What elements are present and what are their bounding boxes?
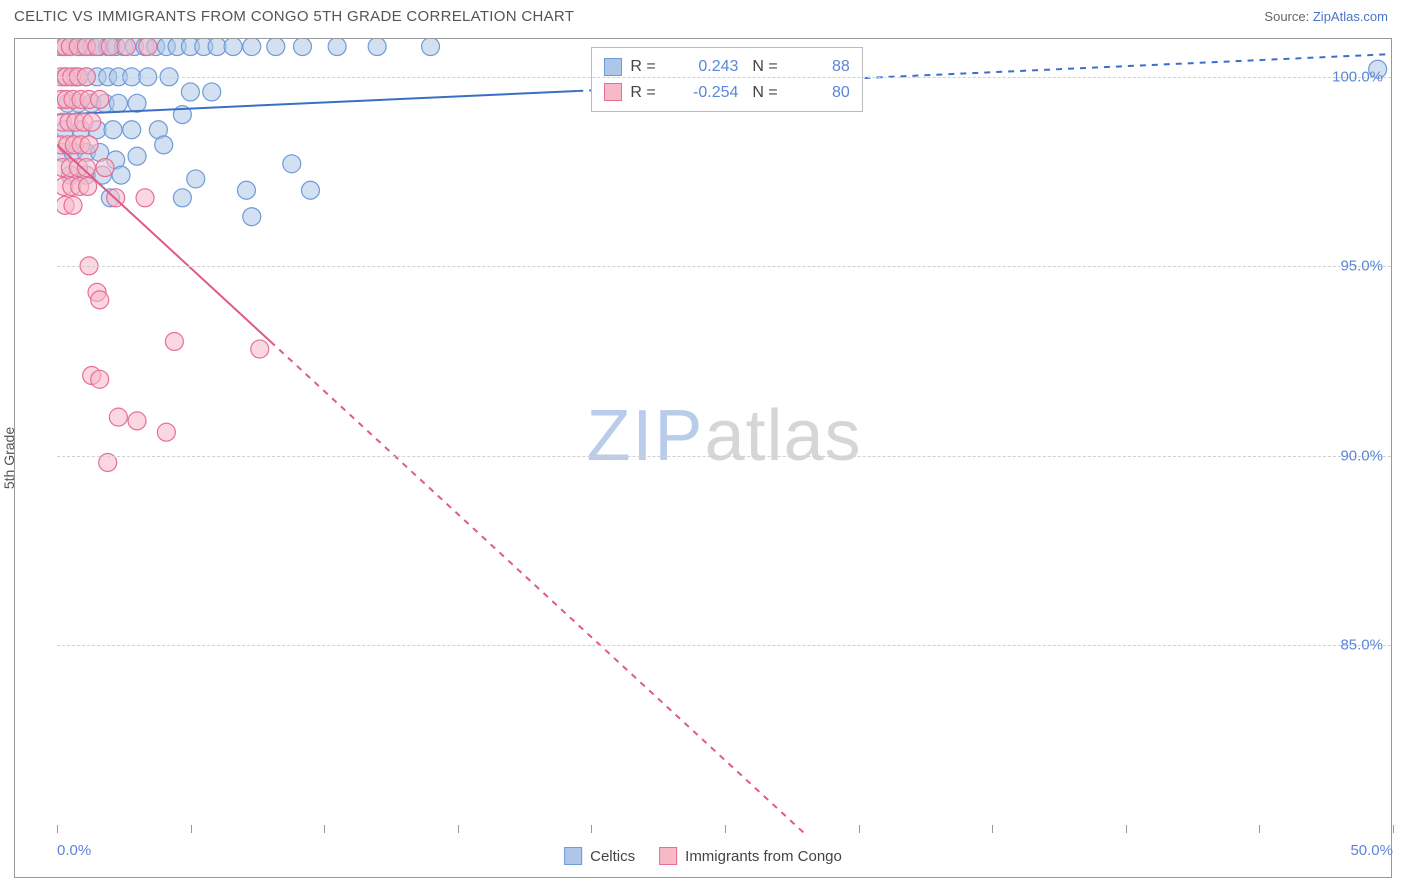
plot-area: ZIPatlas bbox=[57, 39, 1391, 833]
trend-line-solid bbox=[57, 145, 270, 342]
data-point bbox=[173, 189, 191, 207]
data-point bbox=[80, 136, 98, 154]
data-point bbox=[91, 91, 109, 109]
legend-r-value: -0.254 bbox=[674, 80, 738, 106]
chart-source: Source: ZipAtlas.com bbox=[1264, 9, 1388, 24]
x-tick-mark bbox=[859, 825, 860, 833]
stats-legend: R = 0.243 N = 88 R = -0.254 N = 80 bbox=[591, 47, 862, 112]
data-point bbox=[77, 159, 95, 177]
data-point bbox=[237, 181, 255, 199]
x-tick-label: 50.0% bbox=[1350, 842, 1393, 859]
plot-svg bbox=[57, 39, 1391, 833]
y-tick-label: 85.0% bbox=[1340, 637, 1383, 654]
legend-r-label: R = bbox=[630, 80, 666, 106]
chart-title: CELTIC VS IMMIGRANTS FROM CONGO 5TH GRAD… bbox=[14, 8, 574, 25]
data-point bbox=[165, 332, 183, 350]
data-point bbox=[128, 94, 146, 112]
legend-r-value: 0.243 bbox=[674, 54, 738, 80]
x-tick-mark bbox=[992, 825, 993, 833]
legend-n-label: N = bbox=[752, 54, 777, 80]
data-point bbox=[104, 121, 122, 139]
legend-swatch bbox=[659, 847, 677, 865]
source-link[interactable]: ZipAtlas.com bbox=[1313, 9, 1388, 24]
data-point bbox=[96, 159, 114, 177]
data-point bbox=[128, 412, 146, 430]
data-point bbox=[109, 408, 127, 426]
data-point bbox=[139, 39, 157, 56]
data-point bbox=[224, 39, 242, 56]
data-point bbox=[136, 189, 154, 207]
gridline bbox=[57, 645, 1391, 646]
y-tick-label: 95.0% bbox=[1340, 258, 1383, 275]
data-point bbox=[328, 39, 346, 56]
data-point bbox=[243, 39, 261, 56]
x-tick-mark bbox=[57, 825, 58, 833]
data-point bbox=[128, 147, 146, 165]
data-point bbox=[368, 39, 386, 56]
data-point bbox=[301, 181, 319, 199]
x-tick-mark bbox=[1126, 825, 1127, 833]
y-tick-label: 100.0% bbox=[1332, 68, 1383, 85]
data-point bbox=[267, 39, 285, 56]
y-tick-label: 90.0% bbox=[1340, 447, 1383, 464]
x-tick-mark bbox=[591, 825, 592, 833]
chart-container: 5th Grade ZIPatlas R =0.243N =88R =-0.25… bbox=[14, 38, 1392, 878]
data-point bbox=[203, 83, 221, 101]
data-point bbox=[101, 39, 119, 56]
data-point bbox=[208, 39, 226, 56]
y-axis-label: 5th Grade bbox=[1, 427, 17, 489]
data-point bbox=[422, 39, 440, 56]
data-point bbox=[155, 136, 173, 154]
data-point bbox=[243, 208, 261, 226]
legend-r-label: R = bbox=[630, 54, 666, 80]
data-point bbox=[91, 370, 109, 388]
trend-line-dashed bbox=[270, 341, 804, 833]
data-point bbox=[117, 39, 135, 56]
legend-item: Immigrants from Congo bbox=[659, 847, 842, 865]
x-tick-mark bbox=[191, 825, 192, 833]
x-tick-mark bbox=[458, 825, 459, 833]
data-point bbox=[181, 83, 199, 101]
legend-swatch bbox=[604, 58, 622, 76]
data-point bbox=[283, 155, 301, 173]
gridline bbox=[57, 77, 1391, 78]
legend-n-value: 88 bbox=[786, 54, 850, 80]
legend-label: Immigrants from Congo bbox=[685, 848, 842, 865]
legend-label: Celtics bbox=[590, 848, 635, 865]
data-point bbox=[187, 170, 205, 188]
data-point bbox=[157, 423, 175, 441]
data-point bbox=[123, 121, 141, 139]
legend-swatch bbox=[604, 83, 622, 101]
stats-legend-row: R = 0.243 N = 88 bbox=[604, 54, 849, 80]
data-point bbox=[91, 291, 109, 309]
legend-item: Celtics bbox=[564, 847, 635, 865]
x-tick-mark bbox=[1393, 825, 1394, 833]
stats-legend-row: R = -0.254 N = 80 bbox=[604, 80, 849, 106]
series-legend: Celtics Immigrants from Congo bbox=[564, 847, 842, 865]
x-tick-label: 0.0% bbox=[57, 842, 91, 859]
data-point bbox=[64, 196, 82, 214]
source-label: Source: bbox=[1264, 9, 1309, 24]
data-point bbox=[293, 39, 311, 56]
chart-header: CELTIC VS IMMIGRANTS FROM CONGO 5TH GRAD… bbox=[0, 0, 1406, 31]
x-tick-mark bbox=[1259, 825, 1260, 833]
gridline bbox=[57, 456, 1391, 457]
data-point bbox=[251, 340, 269, 358]
data-point bbox=[109, 94, 127, 112]
data-point bbox=[83, 113, 101, 131]
legend-swatch bbox=[564, 847, 582, 865]
gridline bbox=[57, 266, 1391, 267]
legend-n-value: 80 bbox=[786, 80, 850, 106]
data-point bbox=[112, 166, 130, 184]
x-tick-mark bbox=[725, 825, 726, 833]
legend-n-label: N = bbox=[752, 80, 777, 106]
x-tick-mark bbox=[324, 825, 325, 833]
